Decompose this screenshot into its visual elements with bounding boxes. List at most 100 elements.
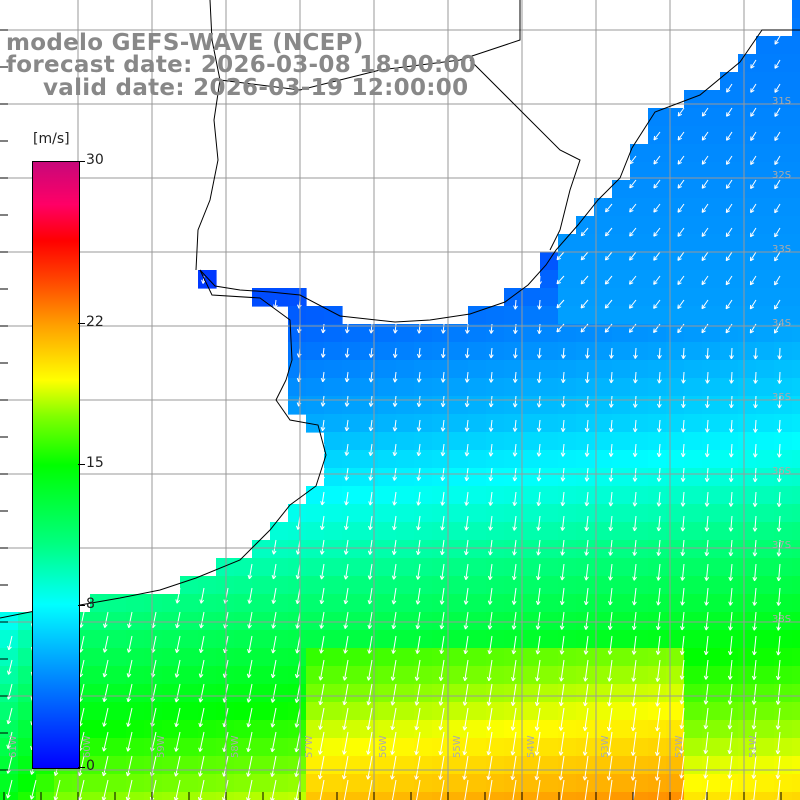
wind-arrow — [556, 275, 565, 285]
lat-label: 32S — [772, 170, 791, 181]
wind-arrow — [198, 731, 205, 752]
wind-arrow — [677, 227, 685, 237]
wind-arrow — [749, 275, 757, 286]
wind-arrow — [750, 131, 757, 141]
wind-arrow — [751, 659, 757, 680]
wind-arrow — [584, 395, 590, 408]
wind-arrow — [486, 731, 493, 756]
wind-arrow — [414, 659, 421, 681]
forecast-date: forecast date: 2026-03-08 18:00:00 — [6, 52, 477, 78]
colorbar-tick-mark — [78, 161, 85, 162]
wind-arrow — [198, 755, 205, 777]
wind-arrow — [751, 683, 757, 705]
wind-arrow — [677, 179, 685, 189]
wind-arrow — [632, 515, 638, 532]
wind-arrow — [633, 347, 638, 359]
wind-arrow — [392, 491, 397, 506]
wind-arrow — [725, 275, 733, 286]
wind-arrow — [560, 491, 566, 507]
wind-arrow — [655, 707, 661, 732]
wind-arrow — [344, 419, 350, 432]
wind-arrow — [294, 731, 301, 753]
wind-arrow — [294, 707, 301, 728]
wind-arrow — [536, 779, 541, 800]
wind-arrow — [440, 443, 446, 457]
wind-arrow — [416, 539, 421, 556]
wind-arrow — [488, 491, 494, 506]
wind-arrow — [583, 635, 589, 655]
wind-arrow — [246, 755, 253, 777]
axis-labels: 61W 60W 59W 58W 57W 56W 55W 54W 53W 52W 51W 31S 32S 3… — [8, 96, 791, 758]
wind-arrow — [703, 779, 709, 800]
wind-arrow — [464, 539, 469, 556]
wind-arrow — [487, 611, 493, 630]
wind-arrow — [584, 515, 590, 531]
wind-arrow — [536, 491, 542, 507]
wind-arrow — [294, 755, 301, 778]
wind-arrow — [681, 347, 686, 360]
wind-arrow — [774, 35, 781, 45]
wind-arrow — [653, 131, 661, 141]
wind-arrow — [657, 395, 662, 408]
wind-arrow — [656, 491, 662, 507]
wind-arrow — [750, 179, 757, 190]
lon-label: 57W — [304, 735, 315, 758]
wind-arrow — [198, 635, 205, 654]
wind-arrow — [774, 83, 781, 93]
wind-arrow — [629, 251, 637, 261]
wind-arrow — [609, 371, 614, 384]
wind-arrow — [629, 227, 637, 237]
wind-arrow — [486, 683, 493, 706]
wind-arrow — [656, 419, 662, 433]
wind-arrow — [753, 395, 758, 409]
wind-arrow — [704, 467, 710, 482]
wind-arrow — [102, 707, 109, 727]
wind-arrow — [270, 755, 277, 777]
wind-arrow — [464, 395, 470, 408]
wind-arrow — [629, 179, 637, 189]
wind-arrow — [580, 299, 589, 309]
wind-arrow — [679, 731, 685, 754]
wind-arrow — [536, 563, 541, 581]
wind-arrow — [680, 443, 686, 458]
wind-arrow — [560, 467, 566, 482]
wind-arrow — [701, 155, 709, 165]
wind-arrow — [320, 419, 326, 432]
wind-arrow — [701, 275, 709, 286]
wind-arrow — [271, 539, 277, 555]
wind-arrow — [628, 299, 637, 309]
lon-label: 53W — [600, 735, 611, 758]
wind-arrow — [343, 587, 349, 605]
wind-arrow — [416, 515, 421, 531]
lon-label: 59W — [156, 735, 167, 758]
lat-label: 31S — [772, 96, 791, 107]
wind-arrow — [561, 347, 566, 359]
wind-arrow — [656, 779, 661, 800]
wind-arrow — [439, 563, 445, 580]
wind-arrow — [775, 683, 781, 705]
wind-arrow — [628, 323, 637, 333]
wind-arrow — [487, 563, 493, 581]
wind-arrow — [368, 515, 373, 531]
wind-arrow — [751, 755, 757, 779]
wind-arrow — [753, 419, 758, 433]
wind-arrow — [270, 659, 277, 679]
wind-arrow — [366, 731, 373, 755]
wind-arrow — [776, 467, 782, 483]
lat-label: 38S — [772, 614, 791, 625]
wind-arrow — [775, 731, 781, 755]
wind-arrow — [725, 155, 733, 165]
wind-arrow — [247, 635, 253, 654]
wind-arrow — [390, 659, 397, 681]
wind-arrow — [415, 587, 421, 605]
wind-arrow — [320, 515, 325, 530]
wind-arrow — [511, 659, 517, 682]
wind-arrow — [607, 611, 613, 630]
wind-arrow — [726, 131, 733, 141]
wind-arrow — [273, 299, 278, 309]
border-line — [469, 59, 581, 251]
wind-arrow — [270, 731, 277, 753]
wind-arrow — [656, 443, 662, 458]
wind-arrow — [416, 491, 421, 506]
